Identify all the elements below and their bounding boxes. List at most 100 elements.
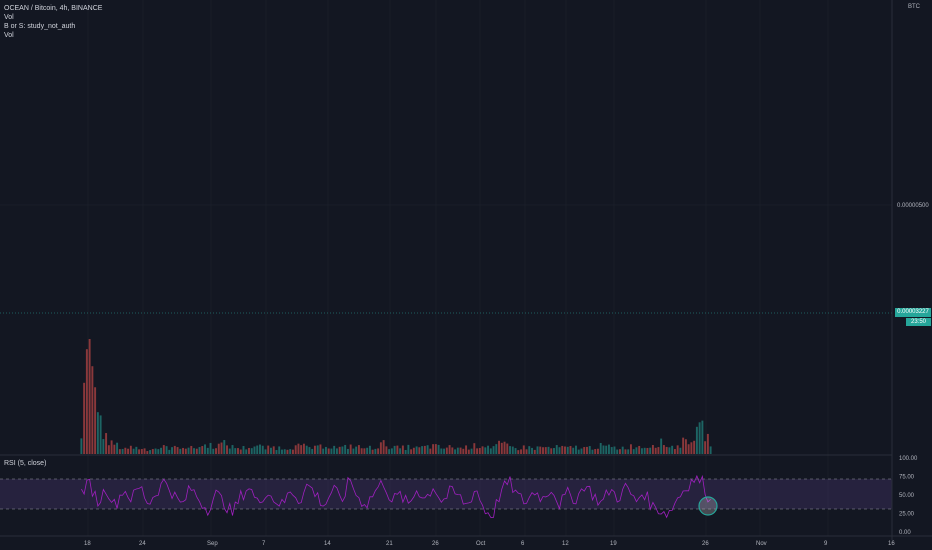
volume-bar: [443, 448, 446, 454]
volume-bar: [577, 449, 580, 454]
time-tick-label: 26: [432, 541, 439, 547]
volume-bar: [531, 447, 533, 454]
volume-bar: [88, 339, 91, 454]
volume-bar: [605, 445, 608, 454]
volume-bar: [165, 446, 168, 454]
volume-bar: [396, 445, 399, 454]
volume-bar: [533, 449, 536, 454]
volume-bar: [278, 446, 281, 454]
volume-bar: [344, 444, 347, 454]
volume-bar: [481, 446, 484, 454]
volume-bar: [693, 440, 696, 454]
volume-bar: [352, 448, 355, 454]
volume-bar: [467, 449, 470, 454]
volume-bar: [616, 449, 619, 454]
volume-bar: [525, 449, 528, 454]
symbol-title[interactable]: OCEAN / Bitcoin, 4h, BINANCE: [4, 5, 103, 12]
volume-bar: [316, 445, 319, 454]
volume-bar: [679, 447, 682, 454]
volume-bar: [599, 442, 602, 454]
volume-bar: [151, 449, 154, 454]
volume-bar: [684, 439, 687, 454]
volume-bar: [473, 443, 476, 454]
time-tick-label: Sep: [207, 541, 218, 547]
volume-bar: [553, 448, 555, 454]
legend-volume[interactable]: Vol: [4, 14, 14, 21]
volume-bar: [632, 449, 635, 454]
volume-bar: [687, 444, 690, 454]
volume-bar: [138, 449, 141, 454]
volume-bar: [162, 445, 165, 454]
volume-bar: [363, 448, 366, 454]
volume-bar: [231, 445, 234, 454]
volume-bar: [421, 446, 424, 454]
rsi-highlight-circle[interactable]: [698, 496, 718, 516]
volume-bar: [701, 420, 704, 454]
volume-bar: [465, 445, 468, 454]
volume-bar: [588, 446, 591, 454]
volume-bar: [547, 446, 550, 454]
volume-bar: [429, 448, 432, 454]
volume-bar: [390, 448, 393, 454]
time-axis-ticks[interactable]: 18 24 Sep 7 14 21 26 Oct 6 12 19 26 Nov 9 16: [84, 541, 895, 547]
volume-bar: [157, 449, 160, 454]
volume-bar: [195, 448, 198, 454]
rsi-polyline: [81, 474, 711, 519]
volume-bar: [80, 438, 83, 454]
volume-bar: [291, 449, 294, 454]
volume-bar: [259, 444, 261, 454]
volume-bar: [143, 448, 146, 454]
volume-bar: [514, 448, 517, 454]
volume-bar: [607, 444, 610, 454]
legend-study[interactable]: B or S: study_not_auth: [4, 23, 76, 30]
volume-bar: [333, 445, 336, 454]
volume-bar: [624, 449, 627, 454]
volume-bar: [580, 448, 583, 454]
time-tick-label: 9: [824, 541, 828, 547]
volume-bar: [451, 447, 454, 454]
volume-bar: [272, 446, 275, 454]
volume-bar: [544, 447, 547, 454]
volume-bar: [253, 446, 256, 454]
volume-bar: [267, 445, 270, 454]
volume-bar: [591, 449, 594, 454]
volume-bar: [371, 449, 374, 454]
volume-bar: [187, 447, 190, 454]
volume-bar: [168, 449, 171, 454]
volume-bar: [635, 447, 638, 454]
price-axis-ticks[interactable]: 0.000085000.000080000.000075000.00007000…: [897, 0, 929, 209]
volume-bar: [239, 449, 242, 454]
volume-bar: [190, 445, 193, 454]
time-tick-label: 7: [262, 541, 266, 547]
volume-bar: [83, 382, 86, 454]
rsi-legend[interactable]: RSI (5, close): [4, 460, 47, 467]
volume-bar: [382, 440, 385, 454]
volume-bar: [206, 447, 209, 454]
volume-bar: [374, 448, 377, 454]
volume-bar: [319, 444, 322, 454]
volume-bar: [511, 446, 514, 454]
volume-bar: [566, 446, 569, 454]
volume-bar: [415, 446, 418, 454]
legend-volume-2[interactable]: Vol: [4, 32, 14, 39]
volume-bar: [528, 446, 531, 454]
volume-bar: [706, 433, 709, 454]
volume-bar: [586, 446, 588, 454]
volume-bar: [294, 445, 297, 454]
volume-bar: [470, 448, 473, 454]
volume-bar: [665, 446, 668, 454]
volume-bar: [305, 445, 308, 454]
volume-bar: [638, 445, 641, 454]
time-tick-label: 24: [139, 541, 146, 547]
volume-bar: [401, 445, 404, 454]
volume-bar: [179, 448, 182, 454]
volume-bar: [322, 448, 325, 454]
volume-bar: [357, 445, 360, 454]
time-tick-label: 16: [888, 541, 895, 547]
volume-bar: [489, 448, 492, 454]
rsi-tick-label: 0.00: [899, 530, 911, 536]
volume-bar: [237, 448, 239, 454]
volume-bar: [193, 448, 195, 454]
rsi-axis-ticks[interactable]: 100.00 75.00 50.00 25.00 0.00: [899, 456, 918, 536]
